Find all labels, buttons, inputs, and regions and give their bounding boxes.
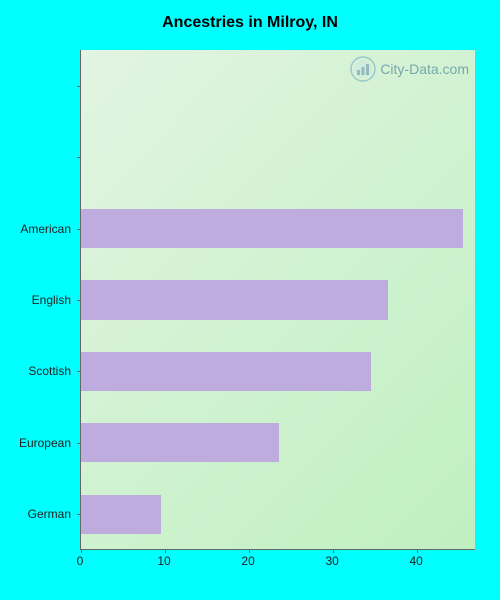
x-axis-label: 20: [241, 554, 254, 568]
y-axis-label: Scottish: [16, 364, 71, 378]
x-tick: [81, 549, 82, 553]
bar: [81, 280, 388, 319]
y-axis-label: German: [16, 507, 71, 521]
chart-container: AmericanEnglishScottishEuropeanGerman Ci…: [20, 50, 480, 580]
y-axis-label: English: [16, 293, 71, 307]
x-tick: [165, 549, 166, 553]
y-tick: [77, 157, 81, 158]
x-tick: [249, 549, 250, 553]
bar: [81, 495, 161, 534]
watermark-text: City-Data.com: [380, 61, 469, 77]
x-tick: [333, 549, 334, 553]
y-tick: [77, 86, 81, 87]
bar: [81, 352, 371, 391]
x-axis-label: 30: [325, 554, 338, 568]
x-axis-label: 10: [157, 554, 170, 568]
bar: [81, 209, 463, 248]
x-tick: [417, 549, 418, 553]
x-axis-label: 0: [77, 554, 84, 568]
globe-chart-icon: [350, 56, 376, 82]
plot-area: City-Data.com: [80, 50, 475, 550]
y-axis-label: American: [16, 222, 71, 236]
y-axis-labels: AmericanEnglishScottishEuropeanGerman: [20, 50, 75, 550]
watermark: City-Data.com: [350, 56, 469, 82]
x-axis-label: 40: [409, 554, 422, 568]
bar: [81, 423, 279, 462]
y-axis-label: European: [16, 436, 71, 450]
chart-title: Ancestries in Milroy, IN: [0, 0, 500, 32]
x-axis-labels: 0 10 20 30 40: [80, 554, 475, 574]
